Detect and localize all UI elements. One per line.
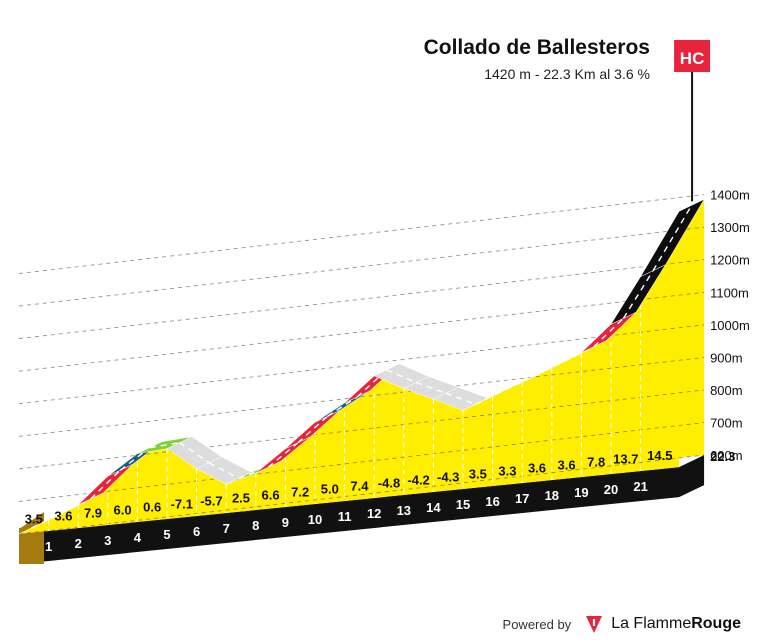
gradient-label: 3.5 [25, 512, 43, 527]
km-label: 7 [223, 521, 230, 536]
gradient-label: 3.6 [528, 461, 546, 476]
road-centre-line [416, 381, 447, 394]
gradient-label: 3.5 [469, 467, 487, 482]
powered-by-label: Powered by [502, 616, 572, 632]
grid-line [18, 389, 705, 470]
gradient-label: 6.0 [114, 503, 132, 518]
road-centre-line [149, 441, 180, 449]
km-label: 13 [397, 503, 411, 518]
road-centre-line [622, 270, 654, 319]
gradient-label: 3.6 [54, 509, 72, 524]
y-tick-label: 800m [710, 383, 743, 398]
road-centre-line [445, 392, 476, 405]
total-distance-label: 22.3 [710, 449, 735, 464]
gradient-label: -4.8 [378, 476, 400, 491]
grid-line [18, 324, 705, 405]
start-side-block [19, 528, 44, 564]
gradient-label: 3.6 [558, 458, 576, 473]
grid-line [18, 259, 705, 340]
gradient-label: -4.2 [407, 473, 429, 488]
road-centre-line [593, 317, 624, 348]
km-label: 2 [75, 536, 82, 551]
grid-line [18, 291, 705, 372]
y-tick-label: 700m [710, 416, 743, 431]
road-centre-line [386, 369, 417, 384]
brand-name-b: Rouge [691, 615, 741, 632]
km-label: 3 [104, 533, 111, 548]
chart-subtitle: 1420 m - 22.3 Km al 3.6 % [484, 66, 650, 82]
y-tick-label: 1200m [710, 253, 750, 268]
road-centre-line [179, 442, 210, 464]
km-label: 14 [426, 500, 441, 515]
y-tick-label: 1300m [710, 220, 750, 235]
flame-logo-icon [586, 616, 603, 633]
y-tick-label: 600m [710, 448, 743, 463]
km-label: 17 [515, 491, 529, 506]
gradient-label: 7.4 [350, 479, 369, 494]
gradient-label: 13.7 [613, 452, 638, 467]
gradient-label: 0.6 [143, 500, 161, 515]
gradient-label: -7.1 [171, 497, 193, 512]
gradient-label: 6.6 [262, 488, 280, 503]
km-label: 15 [456, 497, 470, 512]
km-label: 6 [193, 524, 200, 539]
km-label: 16 [485, 494, 499, 509]
gradient-label: 3.3 [498, 464, 516, 479]
road-centre-line [652, 204, 693, 271]
grid-line [18, 226, 705, 307]
km-label: 11 [338, 509, 352, 524]
km-label: 1 [45, 539, 52, 554]
grid-line [18, 194, 705, 274]
grid-line [18, 454, 705, 535]
y-tick-label: 1100m [710, 285, 749, 300]
gradient-label: 2.5 [232, 491, 250, 506]
km-label: 4 [134, 530, 142, 545]
km-label: 20 [604, 482, 618, 497]
km-label: 5 [163, 527, 170, 542]
grid-line [18, 357, 705, 437]
chart-title: Collado de Ballesteros [423, 36, 650, 59]
footer: Powered by La FlammeRouge [503, 614, 741, 634]
road-centre-line [297, 415, 328, 444]
y-tick-label: 1000m [710, 318, 750, 333]
gradient-label: -5.7 [200, 494, 222, 509]
category-flag [674, 40, 711, 72]
gradient-label: 14.5 [647, 448, 672, 463]
km-label: 9 [282, 515, 289, 530]
brand-name-a: La Flamme [611, 615, 692, 632]
gradient-label: 7.2 [291, 485, 309, 500]
km-label: 19 [574, 485, 588, 500]
road-centre-line [208, 462, 240, 479]
km-label: 10 [308, 512, 322, 527]
y-tick-label: 900m [710, 350, 743, 365]
y-tick-label: 1400m [710, 188, 750, 203]
gradient-label: 5.0 [321, 482, 339, 497]
road-centre-line [90, 469, 121, 500]
gradient-label: 7.8 [587, 455, 605, 470]
category-label: HC [680, 49, 705, 68]
km-label: 12 [367, 506, 381, 521]
gradient-label: -4.3 [437, 470, 459, 485]
grid-line [18, 422, 705, 502]
base-strip [19, 455, 705, 564]
gradient-label: 7.9 [84, 506, 102, 521]
km-label: 21 [633, 479, 647, 494]
km-label: 18 [545, 488, 559, 503]
km-label: 8 [252, 518, 259, 533]
brand-name: La FlammeRouge [611, 615, 741, 633]
road-centre-line [327, 396, 358, 417]
